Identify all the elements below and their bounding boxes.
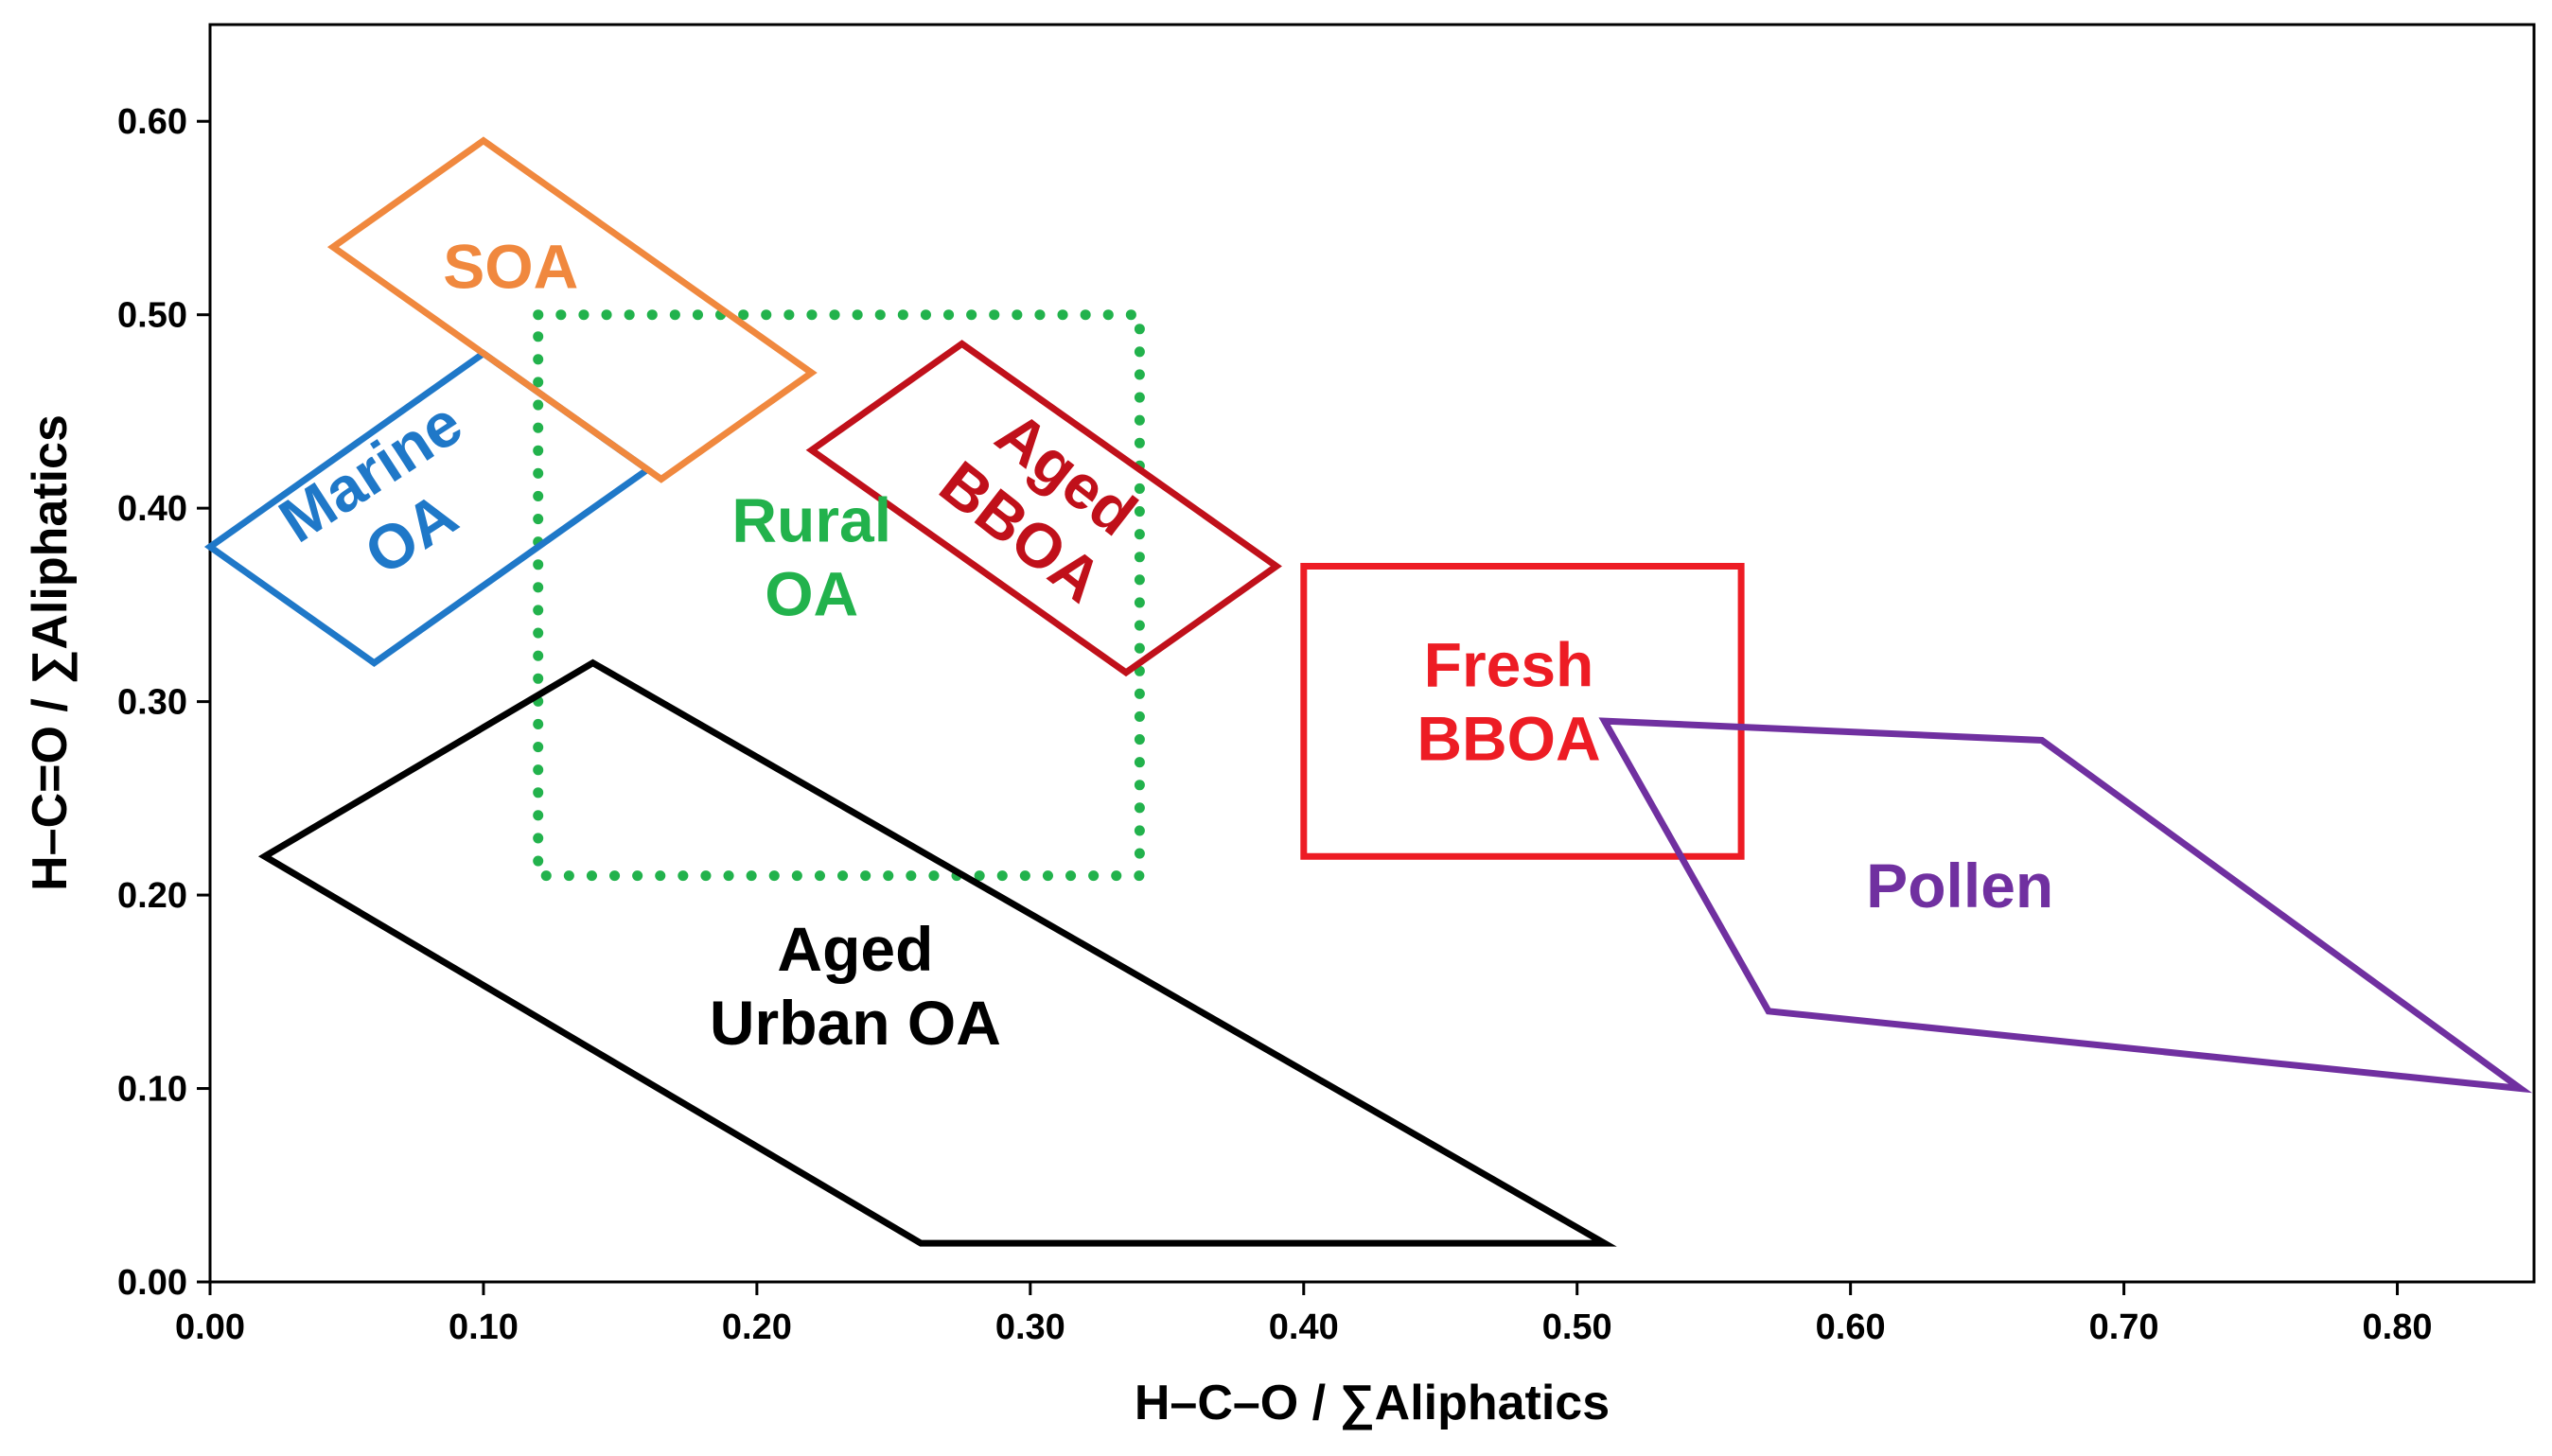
region-label-line: BBOA: [1417, 704, 1600, 774]
region-label-line: Aged: [777, 914, 933, 984]
plot-area: [208, 23, 2536, 1284]
y-tick-label: 0.00: [117, 1263, 187, 1303]
region-pollen-outline: [1598, 717, 2533, 1094]
region-pollen-label: Pollen: [1866, 851, 2053, 921]
region-label-line: Urban OA: [710, 988, 1001, 1058]
region-label-line: Rural: [731, 484, 891, 554]
x-tick-label: 0.60: [1816, 1307, 1886, 1347]
y-axis: 0.00 0.10 0.20 0.30 0.40 0.50 0.60: [117, 102, 210, 1303]
y-axis-title: H–C=O / ∑Aliphatics: [23, 414, 78, 891]
x-tick-label: 0.20: [722, 1307, 792, 1347]
x-tick-label: 0.30: [995, 1307, 1065, 1347]
region-rural-oa-outline: [533, 309, 1145, 882]
region-outlines: [203, 136, 2533, 1247]
x-tick-label: 0.40: [1269, 1307, 1339, 1347]
region-soa-label: SOA: [443, 232, 578, 302]
x-axis: 0.00 0.10 0.20 0.30 0.40 0.50 0.60 0.70 0.80: [175, 1282, 2433, 1347]
y-tick-label: 0.20: [117, 876, 187, 916]
region-aged-bboa-outline: [805, 340, 1282, 677]
region-fresh-bboa-outline: [1300, 563, 1745, 860]
region-label-line: Fresh: [1424, 630, 1594, 700]
region-label-line: OA: [765, 558, 858, 628]
y-tick-label: 0.60: [117, 102, 187, 142]
x-tick-label: 0.50: [1542, 1307, 1612, 1347]
x-tick-label: 0.70: [2089, 1307, 2159, 1347]
region-aged-urban-oa-outline: [257, 658, 1617, 1247]
region-label-line: Pollen: [1866, 851, 2053, 921]
x-axis-title: H–C–O / ∑Aliphatics: [1135, 1376, 1610, 1430]
region-label-line: SOA: [443, 232, 578, 302]
x-tick-label: 0.00: [175, 1307, 245, 1347]
y-tick-label: 0.10: [117, 1070, 187, 1110]
x-tick-label: 0.80: [2363, 1307, 2433, 1347]
region-soa-outline: [326, 136, 818, 483]
y-tick-label: 0.30: [117, 683, 187, 723]
x-tick-label: 0.10: [449, 1307, 519, 1347]
y-tick-label: 0.50: [117, 296, 187, 336]
y-tick-label: 0.40: [117, 489, 187, 529]
